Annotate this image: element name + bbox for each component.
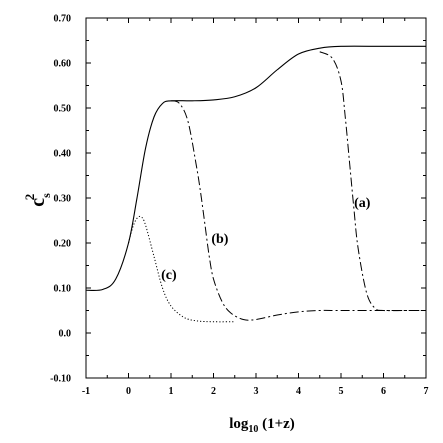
- y-axis-title-superscript: 2: [22, 194, 37, 201]
- x-tick-label: 4: [296, 386, 301, 397]
- series-line-c: [128, 215, 235, 323]
- y-axis-title-base: c: [27, 198, 49, 207]
- x-axis-title-subscript: 10: [248, 424, 258, 435]
- y-tick-label: 0.40: [54, 149, 72, 160]
- curve-label-a: (a): [354, 196, 371, 211]
- y-tick-label: 0.70: [54, 14, 72, 25]
- x-tick-label: 5: [339, 386, 344, 397]
- curve-label-c: (c): [161, 268, 177, 283]
- y-tick-label: 0.20: [54, 239, 72, 250]
- x-axis-title: log10 (1+z): [229, 416, 295, 435]
- x-tick-label: 7: [424, 386, 429, 397]
- curve-annotations: (a) (b) (c): [161, 196, 371, 283]
- x-tick-label: -1: [82, 386, 90, 397]
- y-axis-title: cs2: [22, 193, 53, 207]
- x-tick-label: 6: [381, 386, 386, 397]
- y-axis-title-subscript: s: [39, 193, 53, 198]
- series-line-b: [170, 100, 426, 321]
- series-line-envelope: [85, 45, 426, 291]
- y-axis-ticks: -0.10 0.0 0.10 0.20 0.30 0.40 0.50 0.60 0.70: [50, 14, 426, 385]
- y-tick-label: -0.10: [50, 374, 71, 385]
- y-tick-label: 0.10: [54, 284, 72, 295]
- y-tick-label: 0.0: [59, 329, 72, 340]
- x-axis-title-rest: (1+z): [258, 416, 294, 432]
- y-tick-label: 0.30: [54, 194, 72, 205]
- y-tick-label: 0.50: [54, 104, 72, 115]
- y-tick-label: 0.60: [54, 59, 72, 70]
- x-tick-label: 1: [169, 386, 174, 397]
- x-tick-label: 0: [126, 386, 131, 397]
- x-tick-label: 3: [254, 386, 259, 397]
- series-line-a: [319, 51, 426, 312]
- x-axis-title-base: log: [229, 416, 249, 432]
- x-axis-ticks: -1 0 1 2 3 4 5 6 7: [82, 18, 429, 397]
- x-tick-label: 2: [211, 386, 216, 397]
- series-layer: [85, 45, 426, 323]
- curve-label-b: (b): [211, 232, 228, 247]
